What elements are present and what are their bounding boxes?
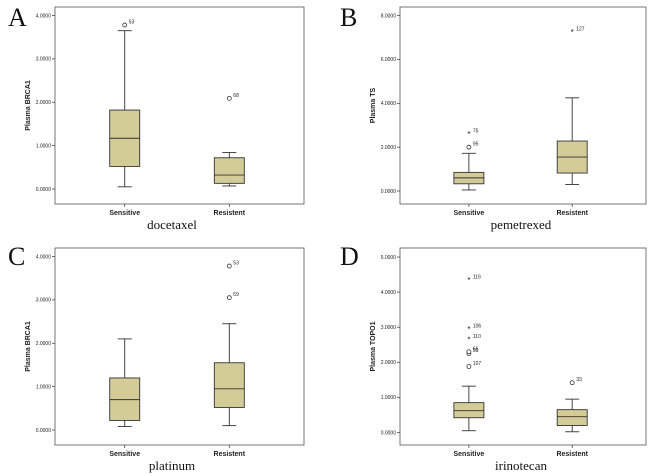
y-tick-label: 8.0000 (381, 13, 397, 19)
outlier-circle (466, 364, 472, 369)
box-resistent: 59 53 (213, 261, 245, 427)
box-resistent: * 127 (556, 27, 588, 185)
outlier-star: * (467, 325, 470, 334)
outlier-label: 59 (473, 348, 479, 354)
y-axis-label: Plasma BRCA1 (25, 80, 32, 131)
outlier-label: 59 (233, 292, 239, 298)
outlier-label: 95 (473, 142, 479, 148)
y-axis-label: Plasma BRCA1 (25, 321, 32, 372)
outlier-label: 53 (129, 20, 135, 26)
outlier-star: * (467, 130, 470, 139)
y-axis-label: Plasma TOPO1 (370, 321, 377, 371)
y-tick-label: 2.0000 (36, 341, 52, 347)
drug-label: docetaxel (147, 217, 197, 232)
plot-frame (54, 6, 305, 205)
iqr-box (213, 362, 245, 408)
outlier-label: 68 (233, 93, 239, 99)
outlier-label: 33 (576, 377, 582, 383)
drug-label: pemetrexed (491, 217, 552, 232)
box-resistent: 68 (213, 93, 245, 187)
x-tick-label: Sensitive (454, 451, 485, 458)
box-sensitive (109, 338, 141, 427)
box-resistent: 33 (556, 377, 588, 433)
x-tick-label: Resistent (556, 210, 588, 217)
y-tick-label: 2.0000 (36, 100, 52, 106)
outlier-star: * (467, 335, 470, 344)
outlier-label: 116 (473, 274, 481, 280)
x-tick-label: Sensitive (454, 210, 485, 217)
outlier-circle (122, 22, 128, 28)
x-tick-label: Resistent (556, 451, 588, 458)
panel-letter: A (8, 3, 27, 32)
y-tick-label: 2.0000 (381, 145, 397, 151)
panel-letter: D (340, 242, 359, 271)
outlier-star: * (571, 28, 574, 37)
outlier-circle (466, 144, 472, 150)
outlier-label: 127 (576, 27, 585, 33)
panel-letter: C (8, 242, 25, 271)
outlier-label: 110 (473, 334, 481, 340)
y-tick-label: 5.0000 (381, 255, 397, 261)
drug-label: platinum (149, 458, 195, 473)
y-tick-label: 4.0000 (36, 254, 52, 260)
box-sensitive: 95* 75 (453, 129, 485, 191)
y-tick-label: 2.0000 (381, 360, 397, 366)
panel-letter: B (340, 3, 357, 32)
outlier-label: 106 (473, 323, 482, 329)
x-tick-label: Sensitive (109, 210, 140, 217)
y-tick-label: 0.0000 (36, 428, 52, 434)
outlier-label: 107 (473, 361, 482, 367)
outlier-circle (569, 380, 575, 386)
y-tick-label: 6.0000 (381, 57, 397, 63)
plot-frame (399, 6, 647, 205)
y-tick-label: 4.0000 (381, 290, 397, 296)
outlier-label: 66 (473, 346, 479, 352)
outlier-circle (466, 349, 472, 355)
y-tick-label: 0.0000 (381, 430, 397, 436)
outlier-label: 75 (473, 129, 479, 135)
outlier-label: 53 (233, 261, 239, 267)
outlier-circle (226, 295, 232, 301)
y-tick-label: 1.0000 (36, 384, 52, 390)
y-tick-label: 0.0000 (381, 189, 397, 195)
y-tick-label: 1.0000 (381, 395, 397, 401)
y-tick-label: 4.0000 (381, 101, 397, 107)
x-tick-label: Resistent (214, 451, 246, 458)
y-tick-label: 1.0000 (36, 143, 52, 149)
iqr-box (556, 409, 588, 426)
plot-frame (399, 247, 647, 446)
y-tick-label: 3.0000 (36, 298, 52, 304)
y-tick-label: 4.0000 (36, 13, 52, 19)
outlier-circle (226, 263, 232, 269)
y-axis-label: Plasma TS (370, 87, 377, 123)
plot-frame (54, 247, 305, 446)
box-sensitive: 53 (109, 20, 141, 188)
iqr-box (453, 402, 485, 419)
outlier-star: * (467, 276, 470, 285)
outlier-circle (226, 95, 232, 101)
x-tick-label: Resistent (214, 210, 246, 217)
y-tick-label: 3.0000 (381, 325, 397, 331)
drug-label: irinotecan (495, 458, 547, 473)
y-tick-label: 3.0000 (36, 57, 52, 63)
x-tick-label: Sensitive (109, 451, 140, 458)
iqr-box (213, 157, 245, 184)
y-tick-label: 0.0000 (36, 187, 52, 193)
